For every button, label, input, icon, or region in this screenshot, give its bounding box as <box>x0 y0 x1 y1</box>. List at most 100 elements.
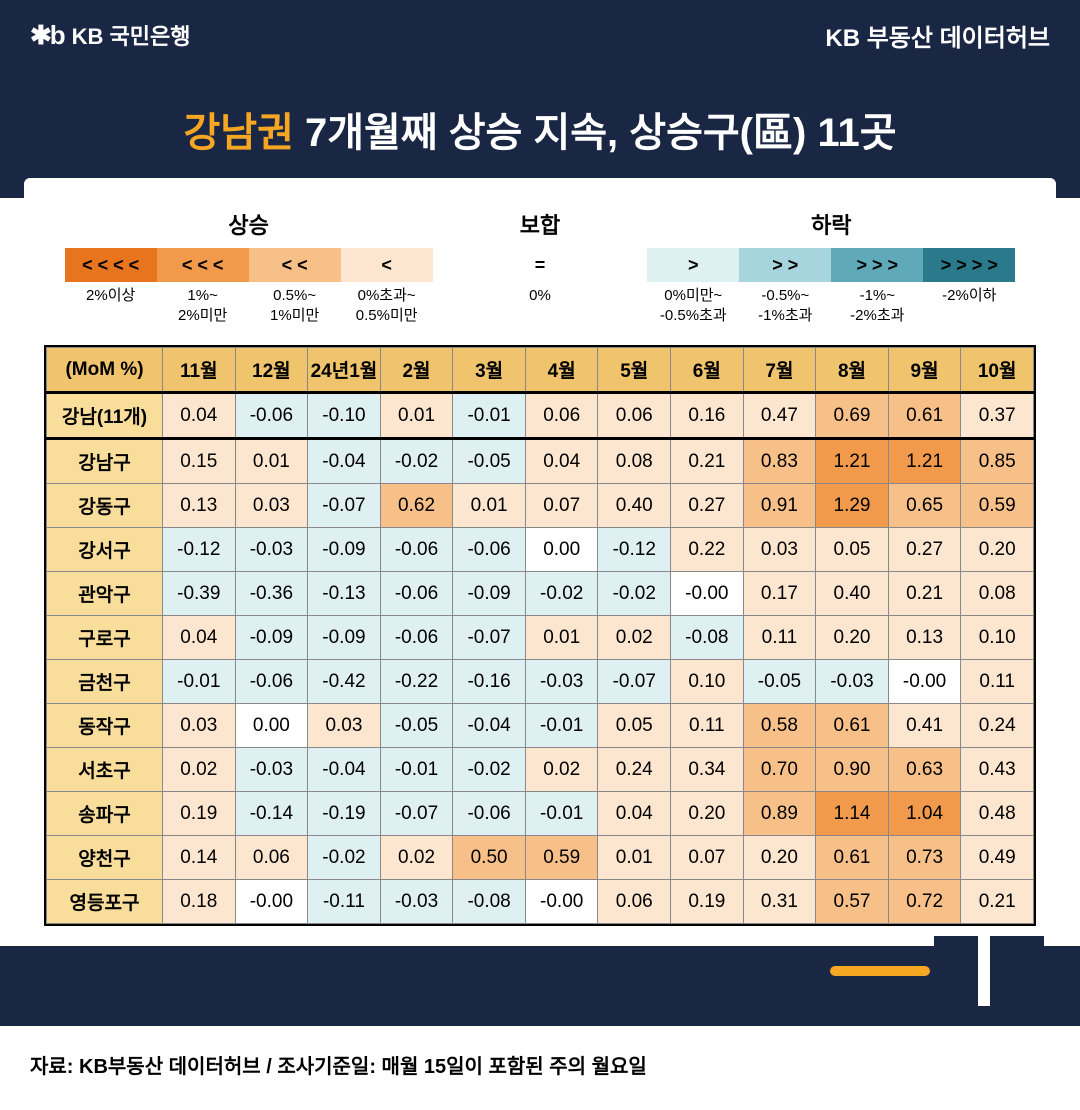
month-header: 9월 <box>888 348 961 393</box>
legend-flat-title: 보합 <box>494 208 586 240</box>
data-table-wrap: (MoM %)11월12월24년1월2월3월4월5월6월7월8월9월10월 강남… <box>44 345 1036 926</box>
data-cell: 0.04 <box>598 792 671 836</box>
data-cell: -0.05 <box>743 660 816 704</box>
table-row: 강서구-0.12-0.03-0.09-0.06-0.060.00-0.120.2… <box>47 528 1034 572</box>
data-cell: 0.13 <box>163 484 236 528</box>
data-cell: -0.09 <box>235 616 308 660</box>
data-cell: -0.12 <box>598 528 671 572</box>
data-cell: 0.62 <box>380 484 453 528</box>
data-cell: 0.91 <box>743 484 816 528</box>
data-cell: -0.01 <box>163 660 236 704</box>
header-bar: ✱b KB 국민은행 KB 부동산 데이터허브 <box>0 0 1080 70</box>
data-cell: -0.02 <box>525 572 598 616</box>
data-cell: 0.21 <box>961 880 1034 924</box>
data-cell: -0.06 <box>453 792 526 836</box>
data-cell: 0.43 <box>961 748 1034 792</box>
data-cell: -0.05 <box>453 439 526 484</box>
data-cell: -0.07 <box>453 616 526 660</box>
data-cell: -0.01 <box>525 792 598 836</box>
row-header: 금천구 <box>47 660 163 704</box>
data-cell: 0.41 <box>888 704 961 748</box>
data-cell: -0.00 <box>525 880 598 924</box>
data-cell: -0.04 <box>308 439 381 484</box>
data-cell: -0.04 <box>453 704 526 748</box>
data-cell: 0.17 <box>743 572 816 616</box>
data-cell: 0.06 <box>235 836 308 880</box>
data-cell: 0.40 <box>598 484 671 528</box>
data-cell: 0.03 <box>235 484 308 528</box>
data-cell: 0.20 <box>743 836 816 880</box>
data-cell: -0.01 <box>453 393 526 439</box>
data-cell: -0.07 <box>308 484 381 528</box>
legend-cell: > > > <box>831 248 923 282</box>
legend-cell: > <box>647 248 739 282</box>
data-cell: 0.59 <box>961 484 1034 528</box>
data-cell: 0.57 <box>816 880 889 924</box>
data-cell: -0.02 <box>308 836 381 880</box>
data-cell: 0.07 <box>671 836 744 880</box>
data-cell: 0.19 <box>671 880 744 924</box>
legend-label: 0% <box>494 286 586 306</box>
footer-accent-icon <box>830 966 930 976</box>
data-cell: 0.18 <box>163 880 236 924</box>
month-header: 2월 <box>380 348 453 393</box>
data-cell: -0.02 <box>598 572 671 616</box>
data-cell: 0.03 <box>163 704 236 748</box>
data-cell: 0.85 <box>961 439 1034 484</box>
data-cell: 1.29 <box>816 484 889 528</box>
table-row: 송파구0.19-0.14-0.19-0.07-0.06-0.010.040.20… <box>47 792 1034 836</box>
logo-text: KB 국민은행 <box>72 19 191 51</box>
data-cell: 0.61 <box>816 704 889 748</box>
kb-logo-icon: ✱b <box>30 20 64 51</box>
table-row: 강남구0.150.01-0.04-0.02-0.050.040.080.210.… <box>47 439 1034 484</box>
data-cell: -0.06 <box>380 616 453 660</box>
data-cell: 0.63 <box>888 748 961 792</box>
data-cell: 0.15 <box>163 439 236 484</box>
data-cell: 0.11 <box>671 704 744 748</box>
legend-cell: < < <box>249 248 341 282</box>
legend-cell: < < < < <box>65 248 157 282</box>
row-header: 서초구 <box>47 748 163 792</box>
data-cell: -0.01 <box>525 704 598 748</box>
data-cell: 0.04 <box>163 616 236 660</box>
data-cell: -0.06 <box>380 572 453 616</box>
data-cell: 0.02 <box>525 748 598 792</box>
data-cell: -0.22 <box>380 660 453 704</box>
data-cell: 1.04 <box>888 792 961 836</box>
data-cell: -0.00 <box>671 572 744 616</box>
footer-gap-icon <box>978 936 990 1006</box>
data-cell: 0.50 <box>453 836 526 880</box>
data-cell: 0.83 <box>743 439 816 484</box>
data-cell: -0.02 <box>380 439 453 484</box>
table-row: 양천구0.140.06-0.020.020.500.590.010.070.20… <box>47 836 1034 880</box>
month-header: 10월 <box>961 348 1034 393</box>
data-cell: 0.49 <box>961 836 1034 880</box>
data-cell: -0.11 <box>308 880 381 924</box>
data-cell: 0.20 <box>671 792 744 836</box>
legend-cell: > > > > <box>923 248 1015 282</box>
data-cell: 0.24 <box>961 704 1034 748</box>
data-cell: -0.14 <box>235 792 308 836</box>
data-cell: -0.01 <box>380 748 453 792</box>
row-header: 영등포구 <box>47 880 163 924</box>
legend-cell: > > <box>739 248 831 282</box>
legend-cell: < <box>341 248 433 282</box>
data-cell: -0.09 <box>308 528 381 572</box>
month-header: 4월 <box>525 348 598 393</box>
data-cell: -0.07 <box>598 660 671 704</box>
month-header: 7월 <box>743 348 816 393</box>
table-row: 서초구0.02-0.03-0.04-0.01-0.020.020.240.340… <box>47 748 1034 792</box>
legend-label: 1%~2%미만 <box>157 286 249 325</box>
table-row: 강남(11개)0.04-0.06-0.100.01-0.010.060.060.… <box>47 393 1034 439</box>
data-cell: -0.09 <box>308 616 381 660</box>
data-cell: -0.16 <box>453 660 526 704</box>
data-cell: 0.89 <box>743 792 816 836</box>
legend: 상승 < < < << < << << 2%이상1%~2%미만0.5%~1%미만… <box>44 208 1036 325</box>
data-cell: 0.11 <box>743 616 816 660</box>
data-cell: 0.24 <box>598 748 671 792</box>
data-cell: -0.03 <box>525 660 598 704</box>
data-cell: 0.58 <box>743 704 816 748</box>
data-cell: 0.20 <box>961 528 1034 572</box>
data-cell: -0.09 <box>453 572 526 616</box>
data-cell: 0.20 <box>816 616 889 660</box>
